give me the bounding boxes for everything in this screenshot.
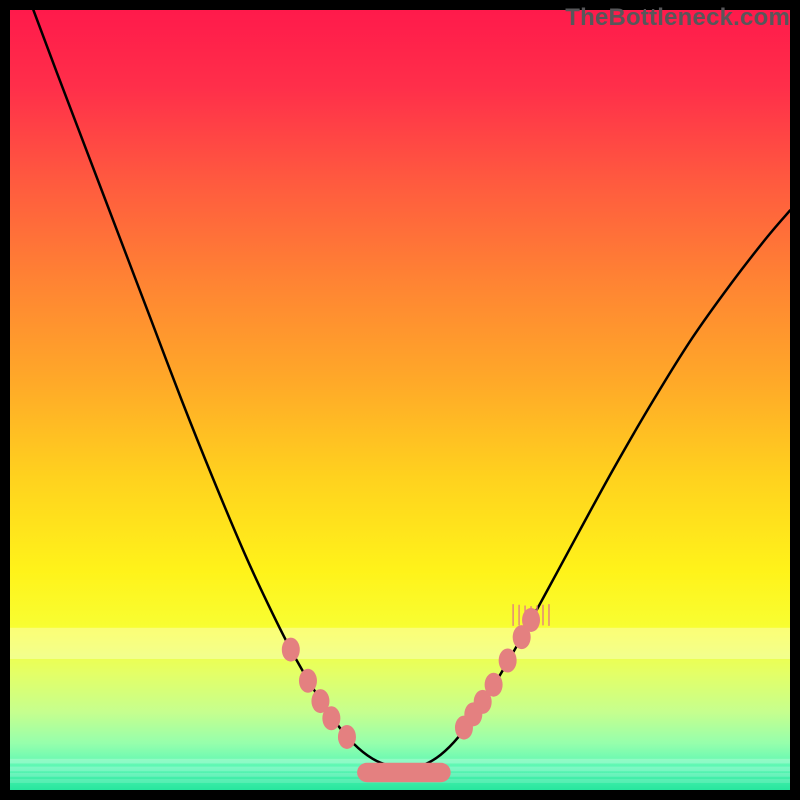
curve-marker bbox=[338, 725, 356, 749]
bottom-band bbox=[10, 628, 790, 659]
watermark-text: TheBottleneck.com bbox=[565, 4, 790, 32]
gradient-background bbox=[10, 10, 790, 790]
curve-marker bbox=[322, 706, 340, 730]
curve-marker bbox=[485, 673, 503, 697]
curve-bottom-capsule bbox=[357, 763, 451, 783]
chart-svg bbox=[10, 10, 790, 790]
plot-area bbox=[10, 10, 790, 790]
chart-frame: TheBottleneck.com bbox=[0, 0, 800, 800]
curve-marker bbox=[299, 669, 317, 693]
curve-marker bbox=[282, 638, 300, 662]
curve-marker bbox=[499, 649, 517, 673]
